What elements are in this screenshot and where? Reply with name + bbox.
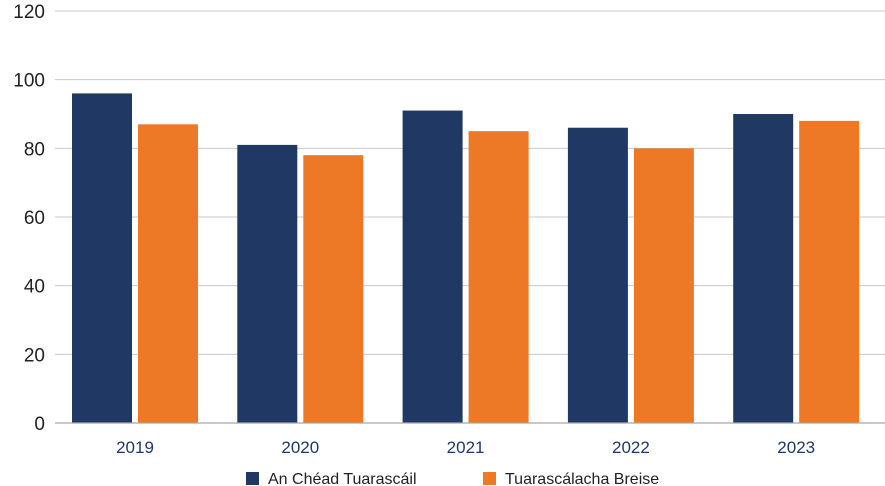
- x-tick-label: 2020: [281, 438, 319, 457]
- y-tick-label: 100: [13, 71, 45, 92]
- legend-swatch-series-2: [483, 472, 496, 485]
- bar-series-1-2019: [72, 93, 132, 424]
- x-tick-label: 2022: [612, 438, 650, 457]
- x-tick-label: 2021: [447, 438, 485, 457]
- y-tick-label: 120: [13, 2, 45, 23]
- bar-series-1-2023: [733, 114, 794, 423]
- bar-series-1-2021: [402, 110, 463, 424]
- bar-series-1-2020: [237, 144, 298, 423]
- legend-label-series-1: An Chéad Tuarascáil: [268, 471, 417, 486]
- y-tick-label: 80: [24, 139, 45, 160]
- bar-series-2-2023: [799, 120, 860, 423]
- y-tick-label: 40: [24, 277, 45, 298]
- y-axis-ticks: 0 20 40 60 80 100 120: [13, 2, 45, 435]
- y-tick-label: 60: [24, 208, 45, 229]
- bars: [72, 93, 860, 424]
- y-tick-label: 20: [24, 345, 45, 366]
- bar-series-1-2022: [567, 127, 628, 423]
- y-tick-label: 0: [34, 414, 45, 435]
- x-tick-label: 2023: [777, 438, 815, 457]
- x-tick-label: 2019: [116, 438, 154, 457]
- legend: An Chéad Tuarascáil Tuarascálacha Breise: [246, 471, 659, 486]
- bar-series-2-2021: [468, 131, 529, 423]
- legend-swatch-series-1: [246, 472, 259, 485]
- bar-series-2-2019: [138, 124, 198, 424]
- legend-label-series-2: Tuarascálacha Breise: [505, 471, 659, 486]
- bar-series-2-2022: [633, 148, 694, 424]
- bar-series-2-2020: [303, 155, 364, 423]
- x-axis-ticks: 2019 2020 2021 2022 2023: [116, 438, 815, 457]
